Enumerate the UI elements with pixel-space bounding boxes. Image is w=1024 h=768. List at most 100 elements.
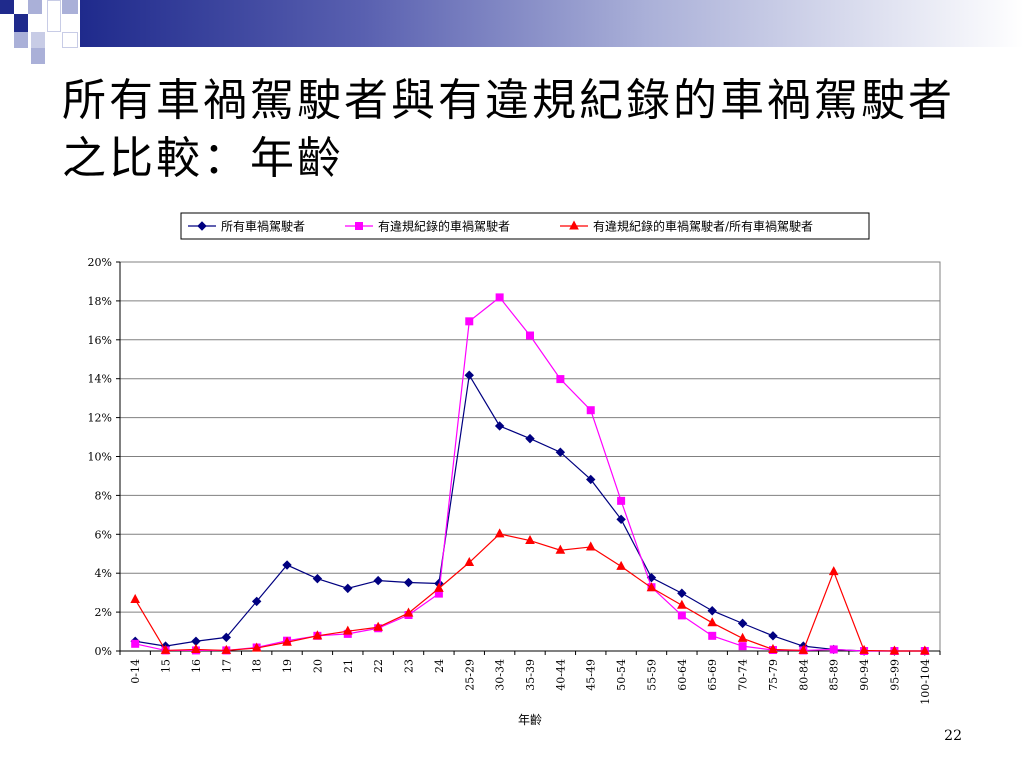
- corner-square-12: [31, 48, 45, 64]
- y-tick-label: 18%: [88, 295, 112, 308]
- x-tick-label: 40-44: [554, 659, 567, 691]
- corner-square-11: [62, 32, 78, 48]
- x-tick-label: 19: [281, 659, 294, 673]
- x-tick-label: 55-59: [645, 659, 658, 691]
- data-point-series-2: [556, 375, 565, 384]
- corner-square-7: [47, 0, 61, 32]
- data-point-series-2: [708, 631, 717, 640]
- corner-square-9: [14, 32, 28, 48]
- legend-marker-2: [355, 222, 363, 230]
- y-tick-label: 0%: [95, 645, 112, 658]
- header-gradient-bar: [80, 0, 1024, 47]
- y-tick-label: 14%: [88, 373, 112, 386]
- y-tick-label: 20%: [88, 256, 112, 269]
- data-point-series-1: [221, 632, 232, 643]
- corner-square-10: [31, 32, 45, 48]
- data-point-series-3: [646, 582, 657, 592]
- x-tick-label: 100-104: [919, 659, 932, 705]
- data-point-series-3: [373, 621, 383, 631]
- data-point-series-3: [768, 643, 778, 653]
- data-point-series-2: [586, 406, 595, 415]
- x-axis-title: 年齡: [518, 713, 542, 727]
- y-tick-label: 2%: [95, 606, 112, 619]
- data-point-series-3: [859, 644, 869, 654]
- data-point-series-3: [525, 534, 535, 545]
- data-point-series-2: [526, 331, 534, 340]
- x-tick-label: 22: [372, 659, 385, 673]
- data-point-series-3: [919, 645, 930, 655]
- data-point-series-3: [585, 541, 596, 551]
- y-tick-label: 12%: [88, 412, 112, 425]
- data-point-series-3: [798, 644, 809, 654]
- corner-square-5: [0, 14, 14, 32]
- legend-box: [180, 212, 870, 240]
- data-point-series-3: [282, 636, 292, 646]
- data-point-series-1: [646, 572, 657, 583]
- x-tick-label: 30-34: [494, 659, 507, 691]
- y-tick-label: 4%: [95, 567, 112, 580]
- data-point-series-3: [677, 599, 687, 609]
- x-tick-label: 50-54: [615, 659, 628, 691]
- x-tick-label: 75-79: [767, 659, 780, 691]
- data-point-series-1: [707, 606, 717, 616]
- x-tick-label: 80-84: [797, 659, 810, 691]
- data-point-series-2: [829, 645, 838, 654]
- x-tick-label: 20: [311, 659, 324, 673]
- data-point-series-1: [768, 631, 778, 641]
- corner-square-2: [14, 0, 28, 14]
- x-tick-label: 15: [160, 659, 173, 673]
- legend-marker-1: [197, 221, 207, 231]
- data-point-series-3: [130, 593, 141, 603]
- x-tick-label: 18: [251, 659, 264, 673]
- data-point-series-3: [403, 607, 414, 617]
- x-tick-label: 45-49: [585, 659, 598, 691]
- data-point-series-1: [312, 573, 323, 584]
- data-point-series-3: [889, 645, 900, 655]
- y-tick-label: 16%: [88, 334, 112, 347]
- data-point-series-2: [465, 317, 474, 326]
- data-point-series-1: [525, 433, 535, 444]
- data-point-series-3: [160, 644, 171, 654]
- data-point-series-1: [251, 596, 262, 607]
- data-point-series-3: [828, 566, 839, 576]
- data-point-series-2: [677, 611, 686, 620]
- data-point-series-3: [707, 617, 718, 627]
- slide-title: 所有車禍駕駛者與有違規紀錄的車禍駕駛者之比較：年齡: [62, 75, 955, 184]
- data-point-series-3: [251, 642, 262, 652]
- data-point-series-3: [312, 630, 323, 640]
- legend-label-1: 所有車禍駕駛者: [221, 219, 305, 234]
- data-point-series-1: [464, 370, 474, 380]
- data-point-series-2: [495, 293, 504, 302]
- data-point-series-1: [282, 560, 292, 570]
- x-tick-label: 60-64: [676, 659, 689, 691]
- x-tick-label: 95-99: [888, 659, 901, 691]
- data-point-series-3: [342, 625, 353, 635]
- y-tick-label: 8%: [95, 489, 112, 502]
- legend-marker-3: [569, 220, 579, 230]
- corner-square-1: [0, 0, 14, 14]
- data-point-series-1: [555, 447, 566, 457]
- data-point-series-1: [403, 577, 414, 588]
- legend-label-2: 有違規紀錄的車禍駕駛者: [378, 219, 510, 234]
- data-point-series-1: [677, 588, 687, 598]
- legend-label-3: 有違規紀錄的車禍駕駛者/所有車禍駕駛者: [593, 219, 813, 234]
- data-point-series-1: [494, 421, 505, 431]
- x-tick-label: 90-94: [858, 659, 871, 691]
- x-tick-label: 17: [220, 659, 233, 673]
- x-tick-label: 70-74: [737, 659, 750, 691]
- data-point-series-2: [131, 639, 140, 648]
- corner-square-3: [28, 0, 42, 14]
- data-point-series-3: [494, 528, 505, 538]
- data-point-series-3: [555, 544, 566, 554]
- data-point-series-1: [343, 583, 353, 594]
- page-number: 22: [944, 728, 962, 744]
- x-tick-label: 85-89: [828, 659, 841, 691]
- data-point-series-1: [373, 575, 383, 586]
- corner-square-4: [62, 0, 78, 14]
- data-point-series-1: [737, 618, 748, 629]
- x-tick-label: 65-69: [706, 659, 719, 691]
- data-point-series-2: [617, 496, 626, 505]
- data-point-series-3: [434, 582, 444, 592]
- x-tick-label: 21: [342, 659, 355, 673]
- y-tick-label: 10%: [88, 451, 112, 464]
